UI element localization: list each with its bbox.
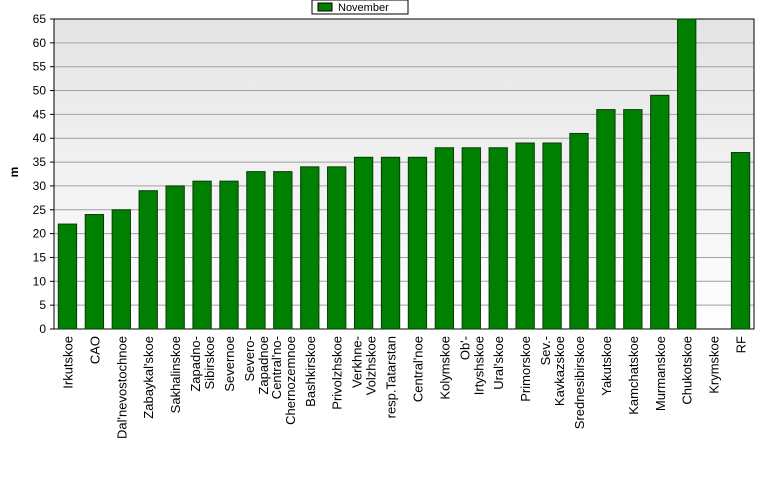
- bar: [515, 142, 535, 330]
- y-tick-label: 60: [33, 36, 47, 50]
- y-tick-label: 25: [33, 203, 47, 217]
- bar: [623, 109, 643, 330]
- legend-label: November: [338, 2, 389, 14]
- x-tick-label: Central'noe: [410, 336, 425, 402]
- x-tick-label: Zabaykal'skoe: [141, 336, 156, 419]
- plot-border: [53, 18, 755, 330]
- x-tick-label: RF: [734, 336, 749, 353]
- x-tick-label: resp.Tatarstan: [384, 336, 399, 418]
- bar: [353, 156, 374, 330]
- bar: [461, 147, 481, 330]
- plot-area: [54, 19, 754, 329]
- x-tick-label: Primorskoe: [518, 336, 533, 402]
- bar: [596, 109, 616, 330]
- x-tick-label: Murmanskoe: [653, 336, 668, 411]
- x-tick-label: Sakhalinskoe: [168, 336, 183, 413]
- y-tick-label: 55: [33, 60, 47, 74]
- x-tick-label: Severnoe: [222, 336, 237, 392]
- bar: [677, 18, 697, 330]
- x-tick-label: Bashkirskoe: [303, 336, 318, 407]
- x-tick-label: Central'no-Chernozemnoe: [269, 336, 298, 425]
- x-tick-label: Severo-Zapadnoe: [242, 336, 271, 395]
- bar: [192, 180, 212, 330]
- bar: [327, 166, 347, 330]
- x-tick-label: Ob'-Irtyshskoe: [457, 336, 486, 395]
- bar: [650, 94, 670, 330]
- x-tick-label: CAO: [87, 336, 102, 364]
- bar: [730, 152, 751, 330]
- bar: [542, 142, 562, 330]
- y-axis-label: m: [7, 167, 21, 178]
- legend-box: [311, 0, 409, 15]
- bar: [57, 223, 78, 330]
- x-tick-label: Sev.-Kavkazskoe: [538, 336, 567, 406]
- bar: [300, 166, 320, 330]
- x-tick-label: Chukotskoe: [680, 336, 695, 405]
- bar: [165, 185, 185, 330]
- x-tick-label: Verkhne-Volzhskoe: [350, 336, 379, 395]
- bar: [273, 171, 293, 330]
- y-tick-label: 30: [33, 179, 47, 193]
- y-tick-label: 15: [33, 250, 47, 264]
- y-tick-label: 65: [33, 12, 47, 26]
- bar: [488, 147, 508, 330]
- x-tick-label: Yakutskoe: [599, 336, 614, 396]
- x-tick-label: Krymskoe: [707, 336, 722, 394]
- bar: [111, 209, 131, 330]
- x-tick-label: Srednesibirskoe: [572, 336, 587, 429]
- y-tick-label: 45: [33, 107, 47, 121]
- bar: [219, 180, 239, 330]
- x-tick-label: Privolzhskoe: [330, 336, 345, 410]
- y-tick-label: 40: [33, 131, 47, 145]
- y-tick-label: 0: [39, 322, 46, 336]
- bar: [246, 171, 266, 330]
- x-tick-label: Irkutskoe: [60, 336, 75, 389]
- x-tick-label: Kamchatskoe: [626, 336, 641, 415]
- x-tick-label: Dal'nevostochnoe: [114, 336, 129, 439]
- y-tick-label: 5: [39, 298, 46, 312]
- bar: [138, 190, 158, 330]
- y-tick-label: 10: [33, 274, 47, 288]
- y-tick-label: 50: [33, 84, 47, 98]
- bar: [407, 156, 428, 330]
- x-tick-label: Kolymskoe: [437, 336, 452, 400]
- bar: [569, 132, 589, 330]
- y-tick-label: 20: [33, 227, 47, 241]
- legend-swatch: [317, 2, 333, 12]
- x-tick-label: Zapadno-Sibirskoe: [188, 336, 217, 392]
- bar: [380, 156, 401, 330]
- bar: [434, 147, 455, 330]
- bar: [84, 214, 105, 330]
- x-tick-label: Ural'skoe: [491, 336, 506, 390]
- y-tick-label: 35: [33, 155, 47, 169]
